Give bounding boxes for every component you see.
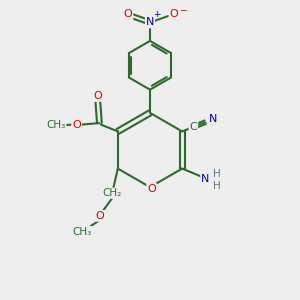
Text: O: O — [96, 211, 104, 221]
Text: N: N — [146, 17, 154, 28]
Text: CH₃: CH₃ — [73, 226, 92, 237]
Text: N: N — [208, 114, 217, 124]
Text: N: N — [201, 174, 209, 184]
Text: O: O — [94, 91, 102, 101]
Text: O: O — [72, 120, 81, 130]
Text: CH₃: CH₃ — [47, 120, 66, 130]
Text: −: − — [179, 5, 186, 14]
Text: +: + — [153, 10, 160, 19]
Text: O: O — [147, 184, 156, 194]
Text: C: C — [190, 122, 197, 132]
Text: H: H — [213, 169, 221, 178]
Text: O: O — [124, 10, 132, 20]
Text: CH₂: CH₂ — [102, 188, 122, 198]
Text: H: H — [213, 181, 221, 190]
Text: O: O — [169, 10, 178, 20]
